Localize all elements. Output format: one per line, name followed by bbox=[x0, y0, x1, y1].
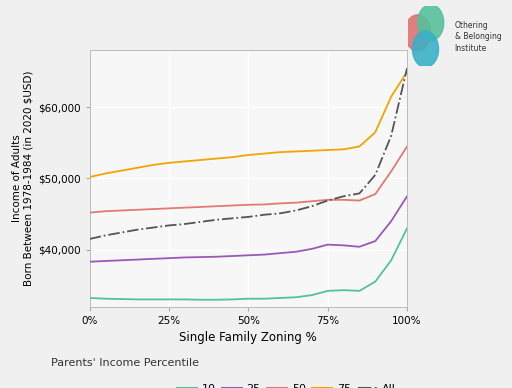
Circle shape bbox=[413, 31, 438, 67]
Text: Parents' Income Percentile: Parents' Income Percentile bbox=[51, 358, 199, 368]
Circle shape bbox=[418, 5, 444, 41]
Legend: 10, 25, 50, 75, All: 10, 25, 50, 75, All bbox=[177, 384, 396, 388]
X-axis label: Single Family Zoning %: Single Family Zoning % bbox=[179, 331, 317, 344]
Y-axis label: Income of Adults
Born Between 1978-1984 (in 2020 $USD): Income of Adults Born Between 1978-1984 … bbox=[12, 71, 34, 286]
Text: Othering
& Belonging
Institute: Othering & Belonging Institute bbox=[455, 21, 501, 53]
Circle shape bbox=[404, 15, 431, 51]
